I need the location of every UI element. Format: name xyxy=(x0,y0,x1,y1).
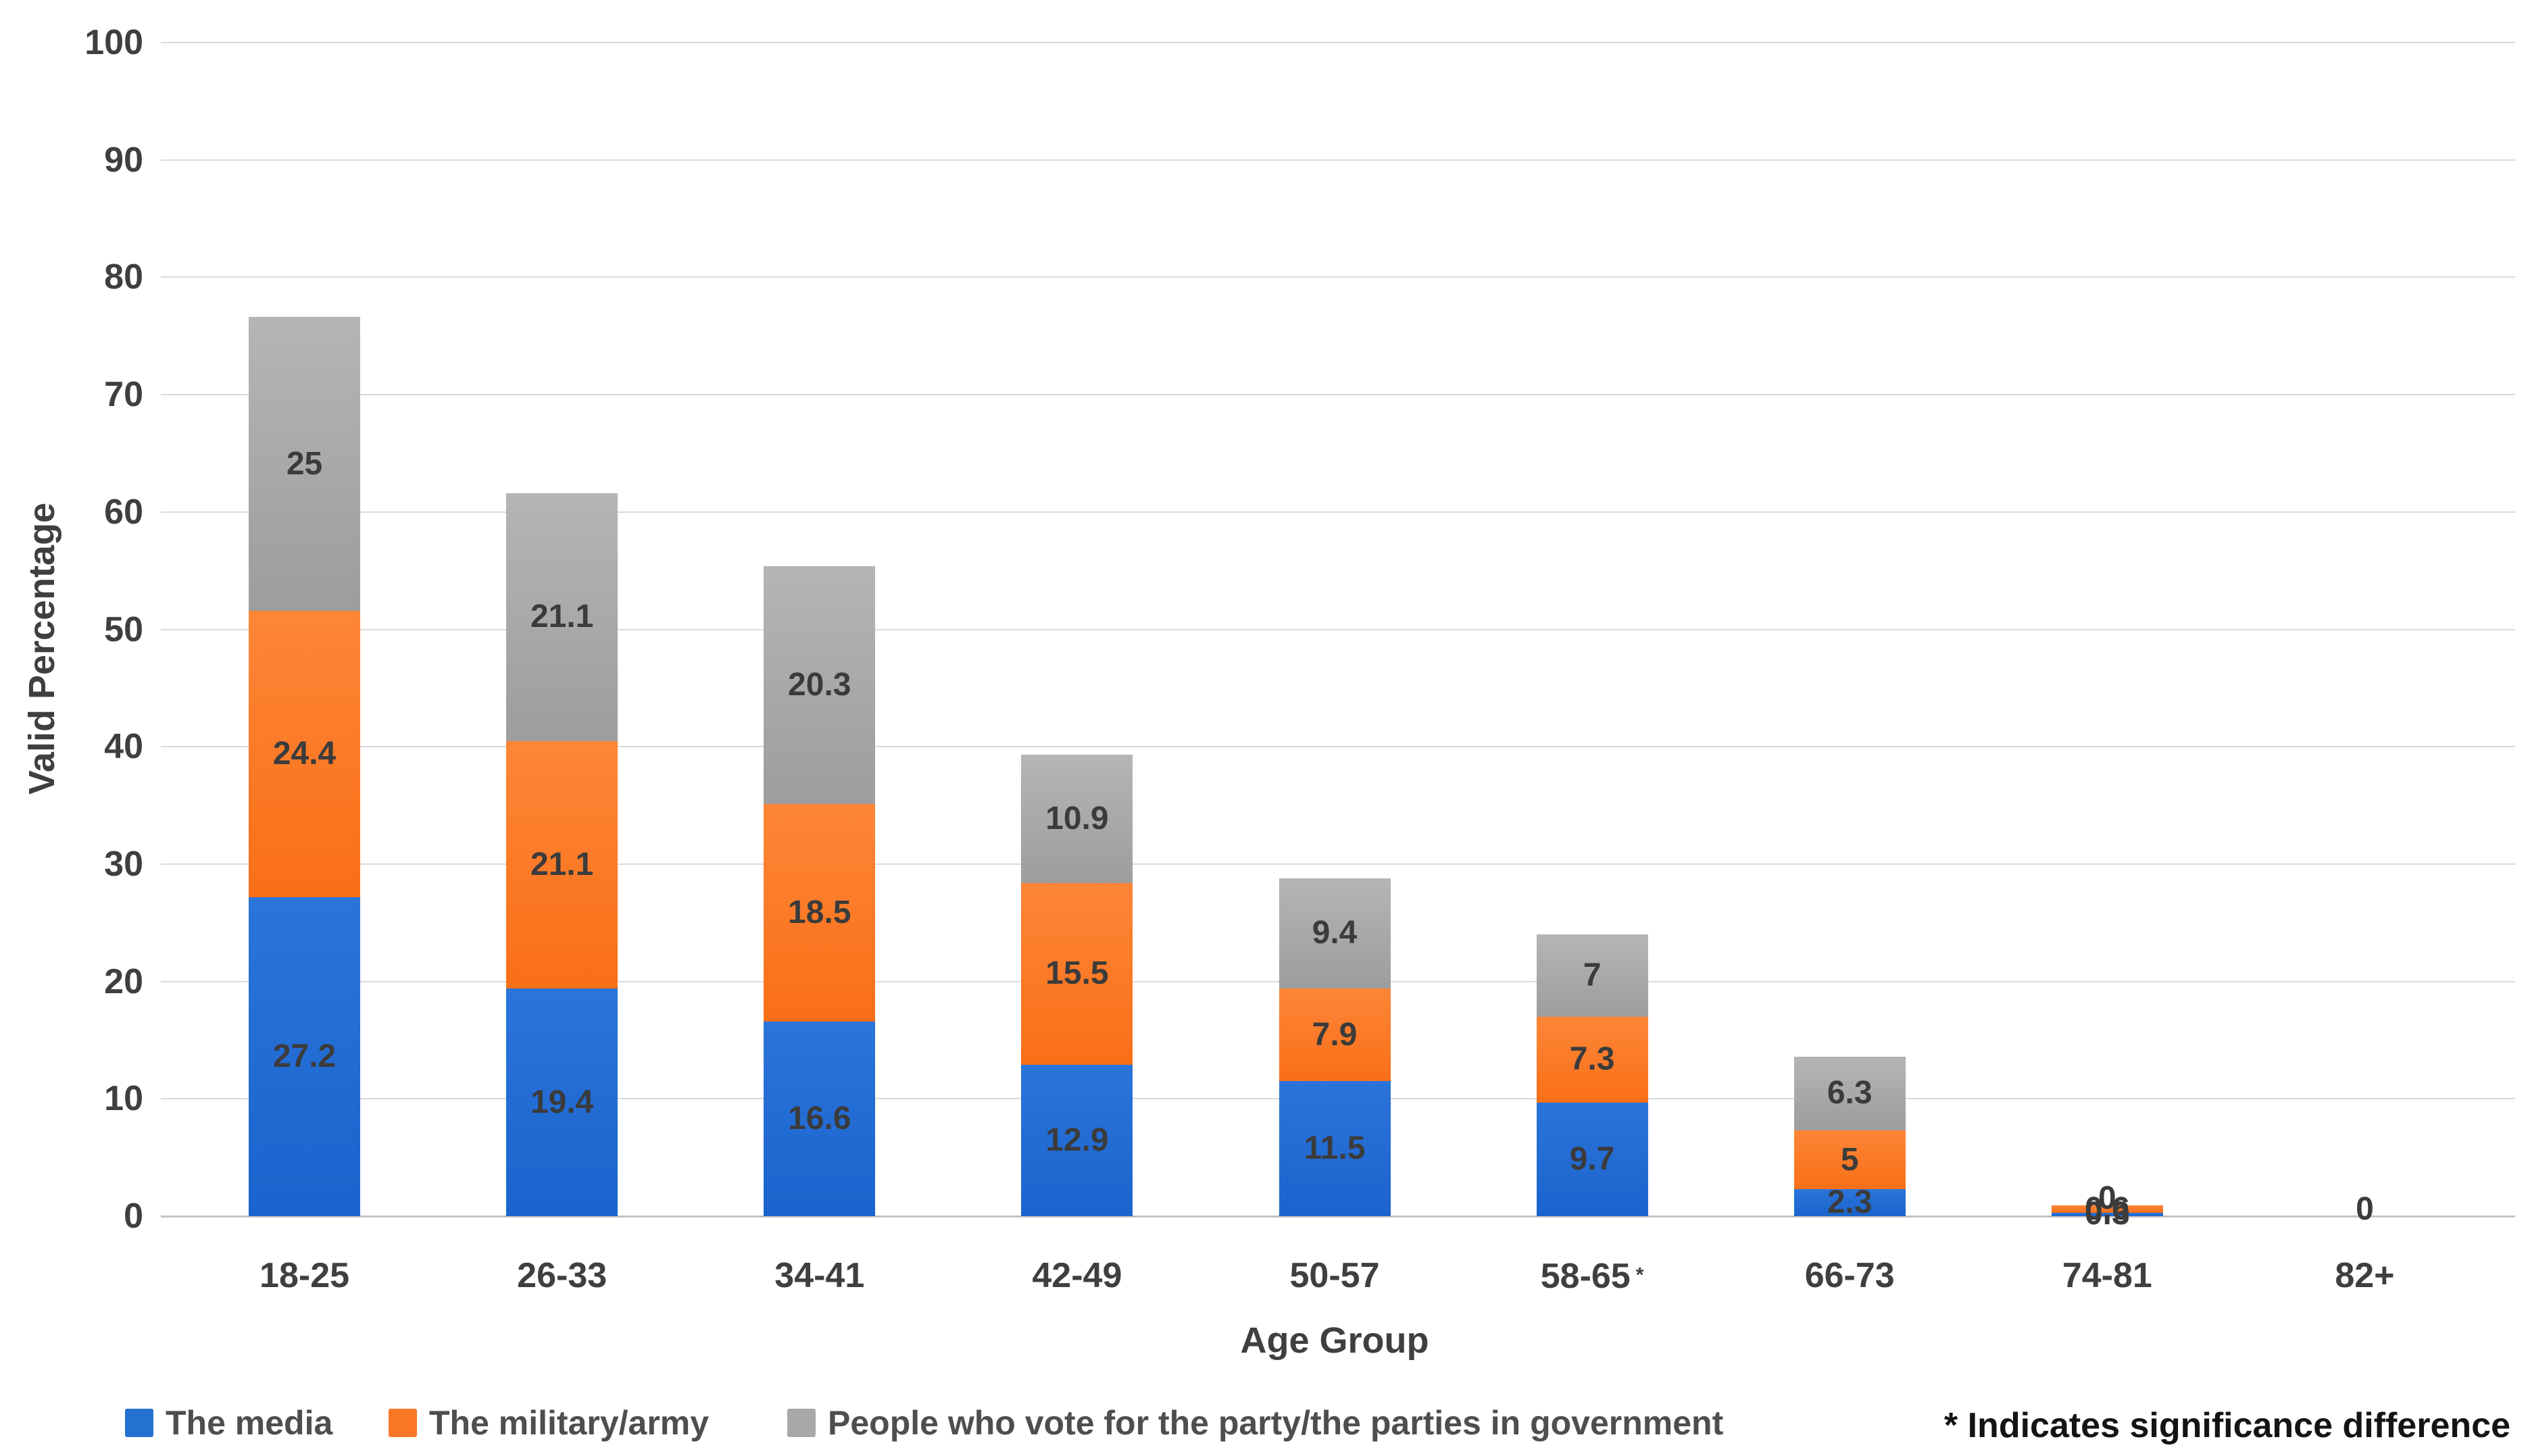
legend-item: The media xyxy=(125,1405,332,1440)
data-label: 11.5 xyxy=(1304,1130,1366,1167)
y-tick-label: 60 xyxy=(104,492,143,532)
gridline xyxy=(161,42,2515,43)
bar-segment xyxy=(1279,1081,1391,1216)
data-label: 0.3 xyxy=(2084,1196,2130,1232)
bar-segment xyxy=(249,610,361,897)
x-tick-label: 66-73 xyxy=(1804,1256,1895,1295)
data-label: 12.9 xyxy=(1045,1122,1109,1158)
y-tick-label: 30 xyxy=(104,844,143,884)
y-tick-label: 10 xyxy=(104,1079,143,1119)
y-tick-label: 70 xyxy=(104,375,143,415)
bar-segment xyxy=(249,317,361,611)
y-tick-label: 50 xyxy=(104,609,143,649)
gridline xyxy=(161,746,2515,748)
y-tick-label: 80 xyxy=(104,257,143,297)
bar-segment xyxy=(1536,934,1648,1017)
legend-label: People who vote for the party/the partie… xyxy=(828,1404,1724,1442)
legend-item: The military/army xyxy=(389,1405,709,1440)
gridline xyxy=(161,159,2515,161)
legend-label: The military/army xyxy=(429,1404,710,1442)
data-label: 24.4 xyxy=(272,735,337,772)
y-tick-label: 90 xyxy=(104,140,143,180)
bar-segment xyxy=(1793,1130,1906,1190)
bar-segment xyxy=(1021,755,1133,883)
legend-swatch-icon xyxy=(787,1409,816,1437)
bar-segment xyxy=(506,740,618,988)
bar-segment xyxy=(2051,1205,2163,1213)
bar-segment xyxy=(1536,1102,1648,1216)
data-label: 25 xyxy=(286,445,323,482)
bar-segment xyxy=(764,804,876,1022)
bar-segment xyxy=(249,897,361,1216)
gridline xyxy=(161,863,2515,865)
data-label: 19.4 xyxy=(530,1084,594,1120)
data-label: 20.3 xyxy=(788,667,851,703)
bar-segment xyxy=(764,566,876,805)
gridline xyxy=(161,276,2515,278)
legend-item: People who vote for the party/the partie… xyxy=(787,1405,1723,1440)
data-label: 7 xyxy=(1583,957,1602,993)
bar-segment xyxy=(1536,1016,1648,1103)
x-tick-label: 50-57 xyxy=(1289,1256,1380,1295)
data-label: 2.3 xyxy=(1827,1184,1873,1221)
y-tick-label: 20 xyxy=(104,961,143,1001)
data-label: 18.5 xyxy=(788,894,851,930)
data-label: 15.5 xyxy=(1045,955,1109,992)
x-axis-title: Age Group xyxy=(1240,1320,1429,1361)
bar-segment xyxy=(506,493,618,741)
significance-asterisk: * xyxy=(1635,1264,1644,1286)
x-tick-label: 58-65 * xyxy=(1540,1257,1644,1297)
data-label: 9.4 xyxy=(1312,915,1358,951)
legend-swatch-icon xyxy=(389,1409,417,1437)
x-tick-label: 34-41 xyxy=(774,1256,865,1295)
x-tick-label: 26-33 xyxy=(517,1256,608,1295)
data-label: 27.2 xyxy=(272,1038,337,1074)
data-label: 5 xyxy=(1840,1141,1859,1178)
bar-segment xyxy=(1021,882,1133,1065)
bar-segment xyxy=(764,1021,876,1216)
data-label: 21.1 xyxy=(530,599,594,635)
bar-segment xyxy=(1279,878,1391,988)
data-label: 7.9 xyxy=(1312,1016,1358,1053)
y-tick-label: 100 xyxy=(84,23,143,62)
data-label: 16.6 xyxy=(788,1100,851,1136)
x-tick-label: 82+ xyxy=(2335,1256,2395,1295)
significance-note: * Indicates significance difference xyxy=(1943,1406,2510,1445)
data-label: 9.7 xyxy=(1569,1140,1615,1177)
y-axis-title: Valid Percentage xyxy=(22,502,62,795)
bar-segment xyxy=(1279,988,1391,1082)
data-label: 6.3 xyxy=(1827,1075,1873,1111)
y-tick-label: 0 xyxy=(124,1197,143,1236)
data-label: 0 xyxy=(2098,1180,2116,1217)
legend-swatch-icon xyxy=(125,1409,153,1437)
x-tick-label: 74-81 xyxy=(2062,1256,2152,1295)
bar-segment xyxy=(506,988,618,1216)
data-label: 0.6 xyxy=(2084,1190,2130,1227)
x-tick-label: 42-49 xyxy=(1032,1256,1122,1295)
bar-segment xyxy=(1021,1064,1133,1216)
bar-segment xyxy=(1793,1056,1906,1131)
x-tick-label: 18-25 xyxy=(259,1256,350,1295)
gridline xyxy=(161,1215,2515,1217)
legend-label: The media xyxy=(166,1404,333,1442)
bar-segment xyxy=(2051,1212,2163,1216)
data-label: 10.9 xyxy=(1045,801,1109,837)
data-label: 0 xyxy=(2356,1191,2374,1227)
gridline xyxy=(161,511,2515,513)
data-label: 7.3 xyxy=(1569,1041,1615,1078)
data-label: 21.1 xyxy=(530,846,594,882)
bar-segment xyxy=(1793,1189,1906,1216)
gridline xyxy=(161,628,2515,630)
y-tick-label: 40 xyxy=(104,727,143,767)
gridline xyxy=(161,394,2515,396)
